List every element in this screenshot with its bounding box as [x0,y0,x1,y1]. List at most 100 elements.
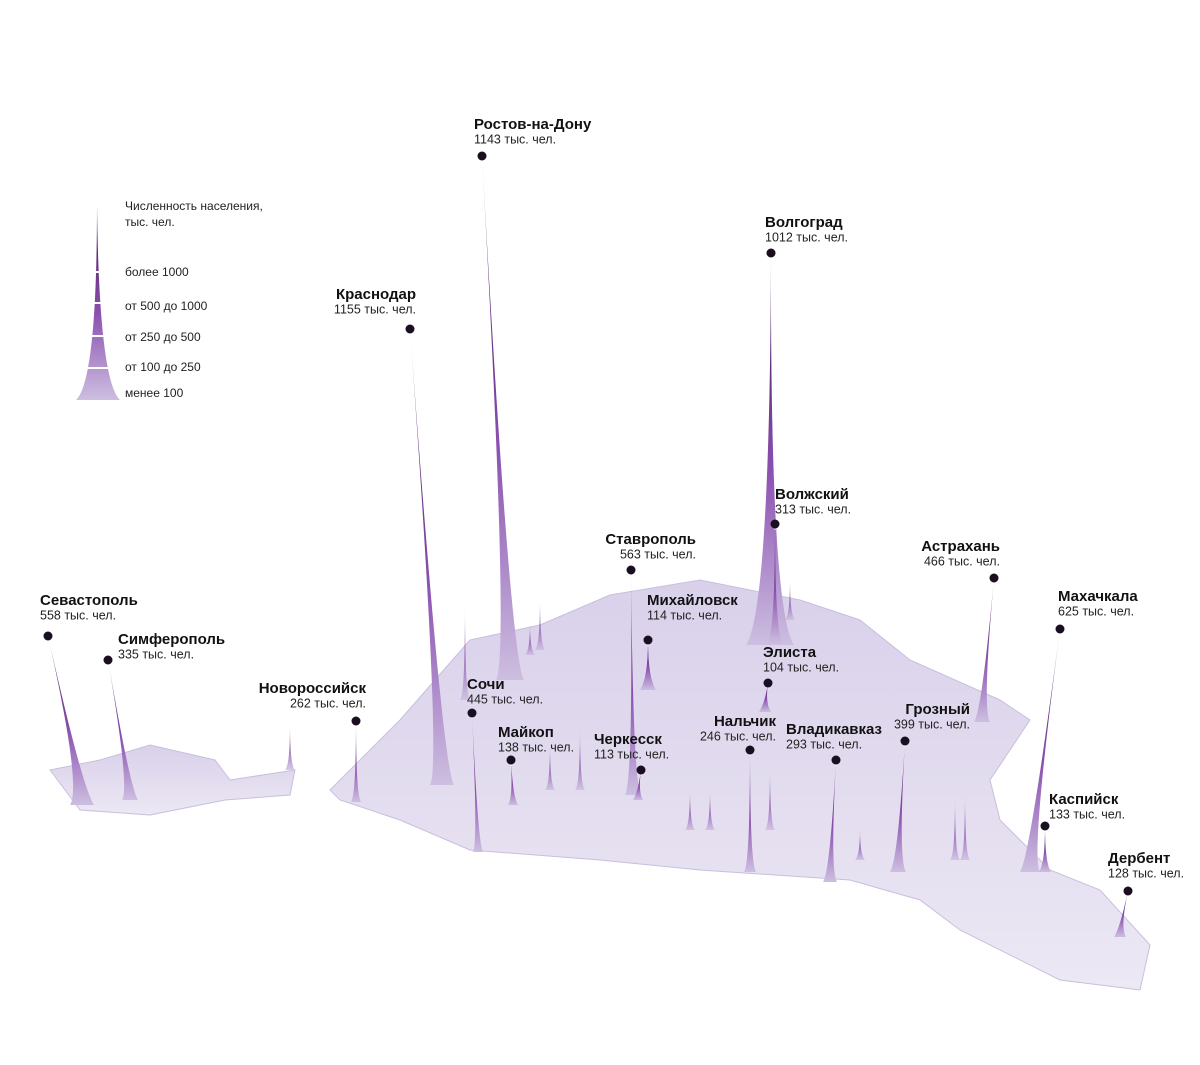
legend-item: от 250 до 500 [125,330,201,344]
background-spike [685,790,695,830]
city-dot [770,519,780,529]
city-name: Махачкала [1058,588,1138,605]
city-population: 138 тыс. чел. [498,740,574,754]
city-dot [745,745,755,755]
city-population: 293 тыс. чел. [786,737,862,751]
city-name: Дербент [1108,850,1170,867]
spike [767,524,783,645]
city-population: 563 тыс. чел. [620,547,696,561]
city-dot [636,765,646,775]
city-population: 246 тыс. чел. [700,729,776,743]
spikes [48,156,1128,937]
city-dot [831,755,841,765]
city-population: 1012 тыс. чел. [765,230,848,244]
city-dot [1040,821,1050,831]
legend-title: Численность населения, [125,199,263,213]
city-name: Каспийск [1049,791,1119,808]
legend: Численность населения, тыс. чел. более 1… [70,199,263,400]
city-name: Михайловск [647,592,738,609]
legend-item: от 100 до 250 [125,360,201,374]
legend-item: менее 100 [125,386,184,400]
background-spike [950,800,960,860]
city-population: 114 тыс. чел. [647,608,722,622]
background-spike [285,725,295,770]
city-name: Элиста [763,644,817,661]
mainland [329,579,1151,991]
city-population: 133 тыс. чел. [1049,807,1125,821]
background-spike [765,770,775,830]
city-dot [1123,886,1133,896]
city-name: Волжский [775,486,849,503]
city-dot [43,631,53,641]
spike [1020,629,1060,872]
spike [759,683,771,712]
city-name: Новороссийск [259,680,367,697]
city-population: 445 тыс. чел. [467,692,543,706]
spike [823,760,837,882]
city-name: Грозный [905,701,970,718]
city-population: 399 тыс. чел. [894,717,970,731]
city-population: 466 тыс. чел. [924,554,1000,568]
city-population: 313 тыс. чел. [775,502,851,516]
background-spike [855,830,865,860]
spike [351,721,361,802]
city-name: Волгоград [765,214,843,231]
background-spike [705,790,715,830]
spike [472,713,483,852]
city-population: 104 тыс. чел. [763,660,839,674]
city-name: Севастополь [40,592,138,609]
spike [1114,891,1128,937]
city-population: 335 тыс. чел. [118,647,194,661]
spike [508,760,518,805]
legend-item: более 1000 [125,265,189,279]
city-dot [766,248,776,258]
background-spike [785,580,795,620]
city-dot [900,736,910,746]
city-dot [643,635,653,645]
spike [625,570,641,795]
background-spike [460,605,470,700]
city-name: Краснодар [336,286,416,303]
city-name: Черкесск [594,731,662,748]
legend-dividers [70,271,125,369]
city-population: 1143 тыс. чел. [474,132,556,146]
city-population: 1155 тыс. чел. [334,302,416,316]
city-dot [467,708,477,718]
city-population: 113 тыс. чел. [594,747,669,761]
city-name: Ростов-на-Дону [474,116,592,133]
city-name: Владикавказ [786,721,882,738]
city-name: Сочи [467,676,505,693]
spike [633,770,643,800]
city-name: Майкоп [498,724,554,741]
spike [744,750,756,872]
background-spike [525,625,535,655]
background-spike [535,600,545,650]
city-dot [351,716,361,726]
city-population: 558 тыс. чел. [40,608,116,622]
spike [890,741,906,872]
spike [746,253,794,645]
spike [640,640,656,690]
city-dot [1055,624,1065,634]
city-dot [405,324,415,334]
background-spike [960,795,970,860]
city-population: 128 тыс. чел. [1108,866,1184,880]
city-dot [626,565,636,575]
legend-title: тыс. чел. [125,215,175,229]
city-dot [103,655,113,665]
city-population: 625 тыс. чел. [1058,604,1134,618]
terrain [49,579,1151,991]
spike [974,578,994,722]
spike [1039,826,1051,872]
legend-item: от 500 до 1000 [125,299,208,313]
city-name: Астрахань [921,538,1000,555]
city-dot [763,678,773,688]
city-name: Ставрополь [605,531,696,548]
city-dot [989,573,999,583]
city-name: Симферополь [118,631,225,648]
spike [482,156,524,680]
city-population: 262 тыс. чел. [290,696,366,710]
city-dot [506,755,516,765]
